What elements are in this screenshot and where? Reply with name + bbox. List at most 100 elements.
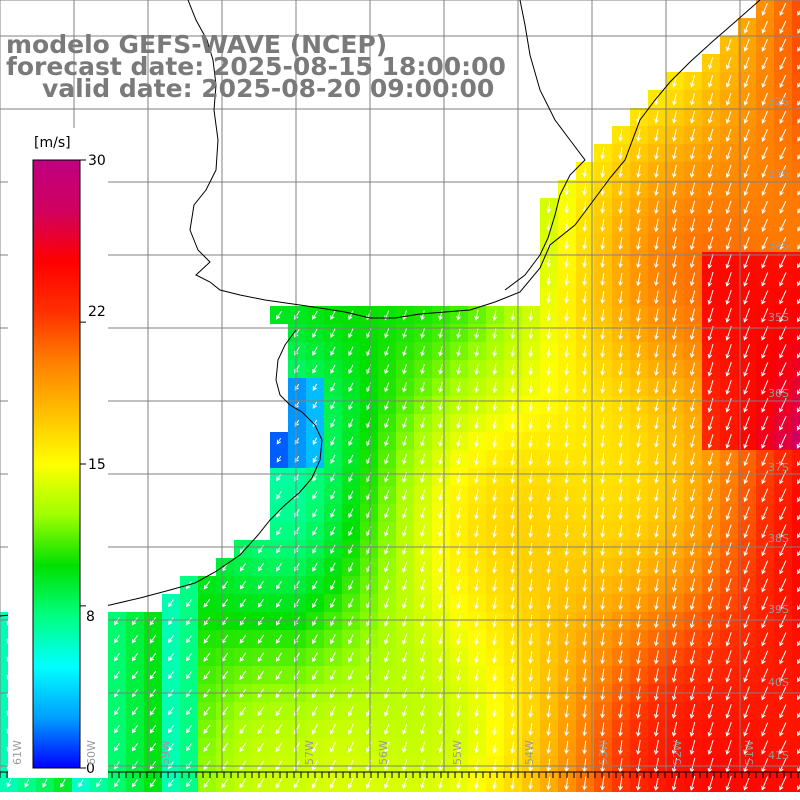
wind-arrow	[797, 45, 800, 52]
wind-arrow	[330, 544, 336, 555]
wind-arrow	[330, 616, 336, 627]
wind-arrow	[672, 452, 677, 466]
wind-cell	[792, 324, 800, 342]
wind-arrow	[384, 562, 390, 573]
wind-arrow	[330, 508, 336, 518]
wind-arrow	[456, 399, 461, 412]
wind-arrow	[725, 253, 732, 269]
wind-arrow	[131, 743, 139, 752]
wind-arrow	[60, 778, 66, 788]
wind-arrow	[779, 74, 787, 88]
wind-arrow	[707, 164, 714, 179]
wind-arrow	[492, 561, 497, 574]
wind-arrow	[654, 614, 659, 629]
wind-arrow	[743, 200, 750, 215]
wind-arrow	[78, 779, 84, 788]
wind-arrow	[330, 634, 336, 645]
wind-arrow	[743, 578, 750, 593]
wind-arrow	[420, 579, 425, 592]
wind-arrow	[149, 652, 157, 662]
wind-arrow	[456, 471, 461, 484]
wind-arrow	[420, 417, 425, 430]
wind-arrow	[654, 290, 659, 305]
wind-arrow	[672, 272, 677, 287]
wind-arrow	[564, 273, 570, 286]
wind-arrow	[239, 706, 247, 717]
wind-arrow	[348, 741, 354, 753]
wind-arrow	[707, 200, 714, 215]
wind-arrow	[654, 525, 659, 538]
wind-arrow	[474, 597, 479, 610]
wind-arrow	[618, 165, 623, 178]
wind-arrow	[276, 509, 282, 518]
wind-arrow	[779, 20, 787, 34]
wind-arrow	[600, 471, 605, 484]
wind-arrow	[564, 650, 569, 665]
wind-arrow	[420, 561, 425, 574]
wind-arrow	[510, 741, 515, 754]
wind-arrow	[239, 778, 247, 789]
wind-arrow	[636, 218, 641, 233]
wind-arrow	[725, 182, 732, 197]
wind-arrow	[690, 488, 696, 503]
lon-label-57w: 57W	[303, 740, 316, 765]
wind-arrow	[618, 578, 623, 593]
wind-arrow	[167, 635, 174, 644]
wind-arrow	[546, 255, 552, 268]
wind-arrow	[149, 778, 157, 788]
wind-arrow	[636, 236, 641, 251]
wind-arrow	[564, 309, 570, 322]
colorbar	[8, 128, 108, 778]
wind-arrow	[438, 579, 443, 592]
wind-arrow	[402, 741, 408, 754]
wind-arrow	[203, 598, 211, 608]
wind-arrow	[672, 254, 677, 269]
wind-arrow	[672, 200, 677, 215]
wind-arrow	[743, 380, 751, 395]
wind-arrow	[348, 310, 354, 321]
lat-label-41s: 41S	[768, 749, 789, 762]
wind-arrow	[654, 507, 659, 520]
wind-arrow	[546, 471, 552, 484]
wind-arrow	[582, 776, 587, 791]
wind-arrow	[618, 326, 623, 341]
wind-arrow	[600, 596, 605, 611]
wind-arrow	[779, 128, 787, 142]
wind-arrow	[689, 596, 696, 611]
wind-arrow	[618, 722, 623, 737]
wind-cell	[792, 558, 800, 576]
wind-arrow	[456, 777, 461, 790]
wind-arrow	[689, 380, 696, 395]
wind-arrow	[618, 147, 623, 160]
wind-arrow	[510, 327, 515, 340]
wind-arrow	[528, 363, 534, 376]
wind-arrow	[689, 632, 696, 647]
wind-cell	[792, 540, 800, 558]
wind-arrow	[474, 777, 479, 790]
wind-arrow	[725, 722, 732, 737]
wind-arrow	[293, 706, 301, 717]
wind-arrow	[438, 669, 443, 682]
wind-arrow	[474, 471, 479, 484]
wind-arrow	[653, 704, 659, 719]
wind-arrow	[149, 742, 157, 752]
wind-arrow	[743, 470, 750, 485]
wind-arrow	[185, 743, 192, 752]
wind-arrow	[312, 706, 318, 717]
wind-arrow	[707, 128, 714, 142]
wind-arrow	[384, 382, 390, 393]
wind-arrow	[743, 74, 750, 88]
wind-arrow	[654, 254, 659, 269]
wind-arrow	[275, 634, 283, 644]
wind-arrow	[618, 704, 623, 719]
wind-arrow	[330, 382, 336, 392]
wind-arrow	[636, 740, 641, 755]
wind-arrow	[384, 346, 390, 357]
wind-arrow	[24, 778, 30, 788]
wind-arrow	[636, 614, 641, 629]
wind-arrow	[402, 561, 408, 573]
wind-arrow	[636, 542, 641, 557]
wind-arrow	[618, 632, 623, 647]
wind-arrow	[510, 417, 515, 430]
wind-arrow	[275, 724, 283, 735]
